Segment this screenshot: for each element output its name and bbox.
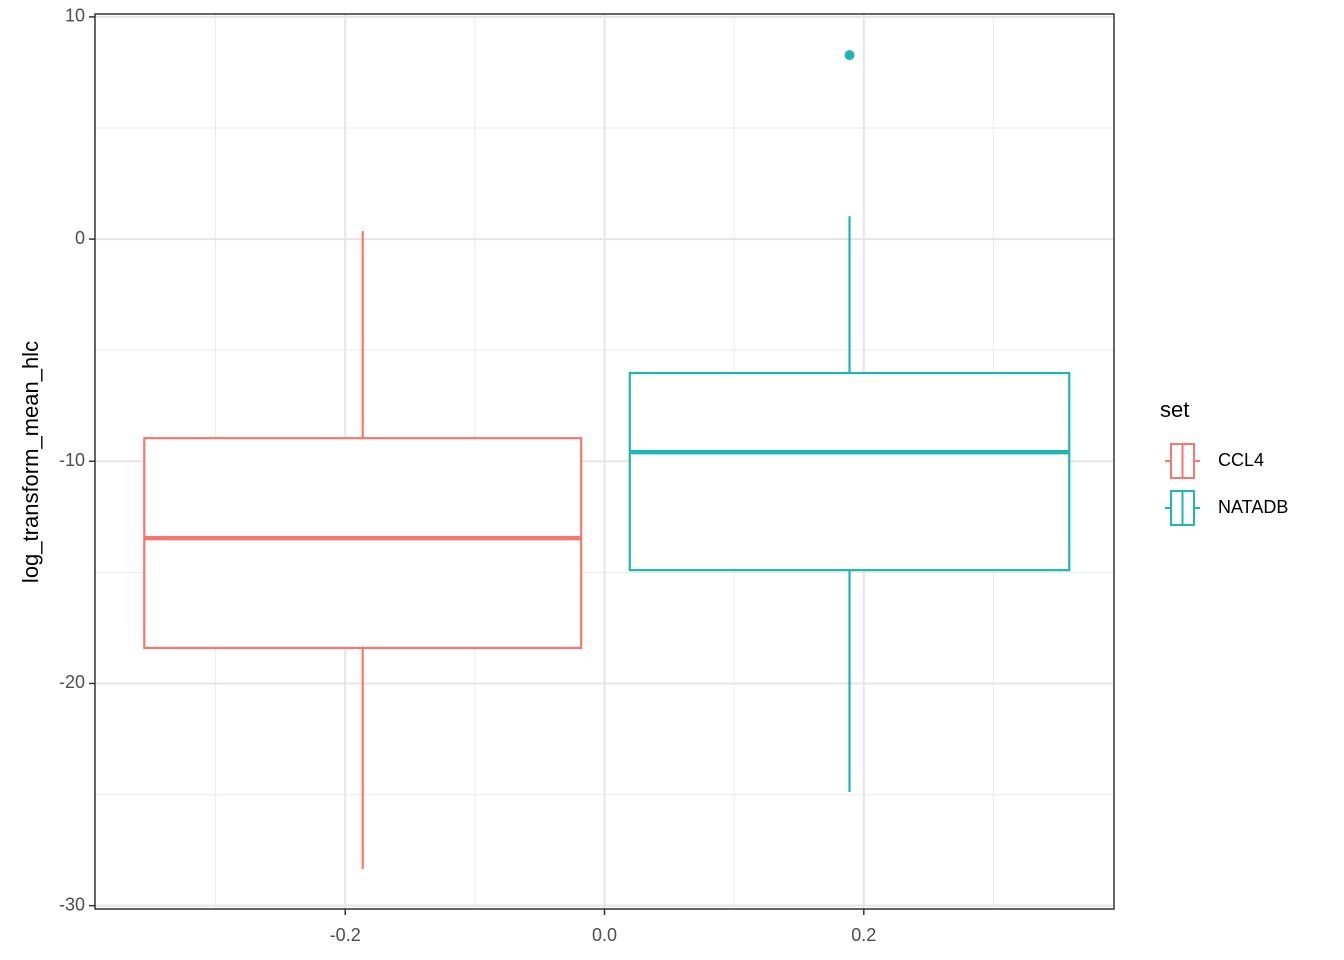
y-tick-label: -30	[59, 894, 85, 914]
panel-border	[94, 13, 1115, 910]
y-tick-label: 10	[65, 6, 85, 26]
x-tick-label: 0.2	[851, 925, 876, 945]
box	[143, 437, 583, 650]
y-axis-label: log_transform_mean_hlc	[18, 341, 43, 583]
legend-label: NATADB	[1218, 497, 1288, 517]
x-tick-label: 0.0	[592, 925, 617, 945]
legend-label: CCL4	[1218, 450, 1264, 470]
y-tick-label: -10	[59, 450, 85, 470]
legend-title: set	[1160, 397, 1189, 422]
box	[628, 371, 1071, 572]
y-tick-label: -20	[59, 672, 85, 692]
y-tick-label: 0	[75, 228, 85, 248]
x-tick-label: -0.2	[330, 925, 361, 945]
outlier	[844, 50, 855, 61]
